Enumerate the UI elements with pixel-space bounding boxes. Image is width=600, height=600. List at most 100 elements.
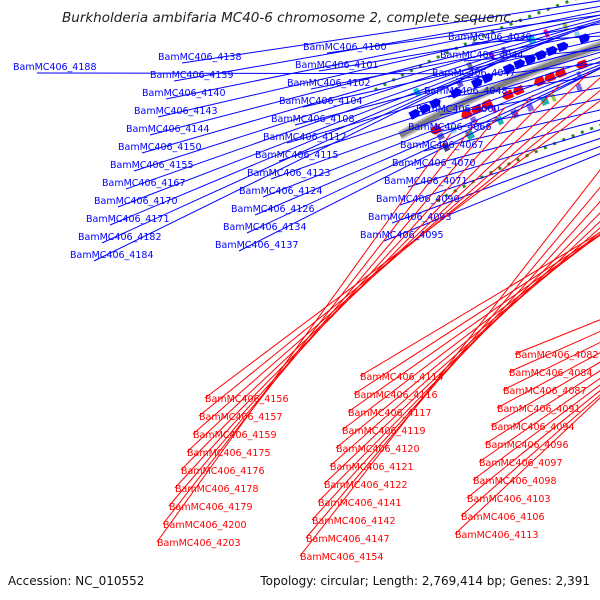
feature-block [576, 71, 582, 78]
lower-leader-line [454, 397, 600, 535]
upper-leader-line [141, 19, 600, 154]
upper-leader-line [125, 24, 594, 190]
upper-leader-line [391, 145, 600, 224]
lower-leader-line [180, 83, 562, 471]
upper-gene-label: BamMC406_4115 [255, 150, 338, 161]
lower-gene-label: BamMC406_4114 [360, 372, 443, 383]
upper-leader-line [181, 0, 600, 64]
forward-gene-arrow [418, 103, 431, 115]
upper-leader-line [238, 68, 600, 252]
lower-gene-label: BamMC406_4113 [455, 530, 538, 541]
feature-block [550, 93, 557, 102]
upper-leader-line [439, 87, 600, 116]
lower-gene-label: BamMC406_4147 [306, 534, 389, 545]
upper-gene-label: BamMC406_4030 [448, 32, 531, 43]
lower-gene-label: BamMC406_4200 [163, 520, 246, 531]
reverse-gene-arrow [555, 67, 567, 78]
upper-leader-line [133, 21, 600, 172]
feature-block [540, 95, 550, 107]
lower-leader-line [347, 234, 600, 413]
upper-leader-line [431, 98, 600, 134]
upper-leader-line [246, 68, 600, 234]
lower-gene-label: BamMC406_4178 [175, 484, 258, 495]
forward-gene-arrow [470, 77, 483, 89]
upper-leader-line [157, 14, 600, 118]
lower-leader-line [162, 119, 479, 525]
lower-leader-line [192, 77, 600, 435]
upper-gene-label: BamMC406_4188 [13, 62, 96, 73]
upper-gene-label: BamMC406_4102 [287, 78, 370, 89]
upper-gene-label: BamMC406_4066 [408, 122, 491, 133]
upper-leader-line [165, 10, 600, 100]
upper-gene-label: BamMC406_4090 [376, 194, 459, 205]
lower-gene-label: BamMC406_4142 [312, 516, 395, 527]
upper-gene-label: BamMC406_4167 [102, 178, 185, 189]
lower-leader-line [335, 231, 600, 449]
upper-gene-label: BamMC406_4170 [94, 196, 177, 207]
upper-gene-label: BamMC406_4047 [432, 68, 515, 79]
upper-leader-line [109, 42, 545, 226]
map-title: Burkholderia ambifaria MC40-6 chromosome… [62, 10, 524, 26]
lower-leader-line [323, 220, 600, 485]
upper-leader-line [302, 39, 600, 108]
upper-leader-line [294, 45, 600, 126]
lower-leader-line [311, 201, 600, 521]
upper-leader-line [383, 153, 600, 242]
upper-leader-line [262, 64, 600, 198]
lower-leader-line [299, 169, 600, 557]
topology-text: Topology: circular; Length: 2,769,414 bp… [260, 574, 590, 588]
upper-gene-label: BamMC406_4155 [110, 160, 193, 171]
upper-gene-label: BamMC406_4138 [158, 52, 241, 63]
lower-gene-label: BamMC406_4159 [193, 430, 276, 441]
upper-leader-line [310, 31, 600, 90]
lower-gene-label: BamMC406_4119 [342, 426, 425, 437]
lower-leader-line [329, 227, 600, 467]
lower-leader-line [466, 390, 600, 499]
upper-leader-line [149, 17, 600, 136]
upper-leader-line [36, 72, 473, 75]
lower-leader-line [168, 106, 506, 507]
lower-leader-line [341, 233, 600, 431]
upper-gene-label: BamMC406_4070 [392, 158, 475, 169]
upper-gene-label: BamMC406_4137 [215, 240, 298, 251]
lower-gene-label: BamMC406_4203 [157, 538, 240, 549]
lower-gene-label: BamMC406_4116 [354, 390, 437, 401]
feature-block [496, 115, 505, 126]
upper-leader-line [415, 119, 600, 170]
upper-gene-label: BamMC406_4112 [263, 132, 346, 143]
lower-gene-label: BamMC406_4097 [479, 458, 562, 469]
upper-gene-label: BamMC406_4108 [271, 114, 354, 125]
upper-leader-line [399, 137, 600, 206]
upper-gene-label: BamMC406_4139 [150, 70, 233, 81]
lower-leader-line [353, 234, 600, 395]
upper-leader-line [254, 66, 600, 216]
forward-gene-arrow [524, 54, 536, 66]
lower-gene-label: BamMC406_4084 [509, 368, 592, 379]
upper-gene-label: BamMC406_4044 [440, 50, 523, 61]
accession-text: Accession: NC_010552 [8, 574, 145, 588]
ring-layer [374, 0, 600, 203]
upper-gene-label: BamMC406_4104 [279, 96, 362, 107]
forward-gene-arrow [502, 63, 515, 75]
lower-leader-line [317, 212, 600, 503]
upper-leader-line [423, 109, 600, 152]
upper-gene-label: BamMC406_4123 [247, 168, 330, 179]
lower-gene-label: BamMC406_4094 [491, 422, 574, 433]
upper-gene-label: BamMC406_4143 [134, 106, 217, 117]
lower-gene-label: BamMC406_4175 [187, 448, 270, 459]
lower-leader-line [156, 133, 452, 543]
lower-leader-line [198, 89, 600, 417]
upper-gene-label: BamMC406_4124 [239, 186, 322, 197]
lower-gene-label: BamMC406_4179 [169, 502, 252, 513]
lower-leader-line [502, 341, 600, 391]
upper-gene-label: BamMC406_4182 [78, 232, 161, 243]
lower-gene-label: BamMC406_4157 [199, 412, 282, 423]
forward-gene-arrow [408, 108, 420, 120]
upper-gene-label: BamMC406_4071 [384, 176, 467, 187]
lower-gene-label: BamMC406_4156 [205, 394, 288, 405]
lower-gene-label: BamMC406_4117 [348, 408, 431, 419]
feature-block [441, 142, 451, 153]
lower-gene-label: BamMC406_4154 [300, 552, 383, 563]
upper-gene-label: BamMC406_4060 [416, 104, 499, 115]
